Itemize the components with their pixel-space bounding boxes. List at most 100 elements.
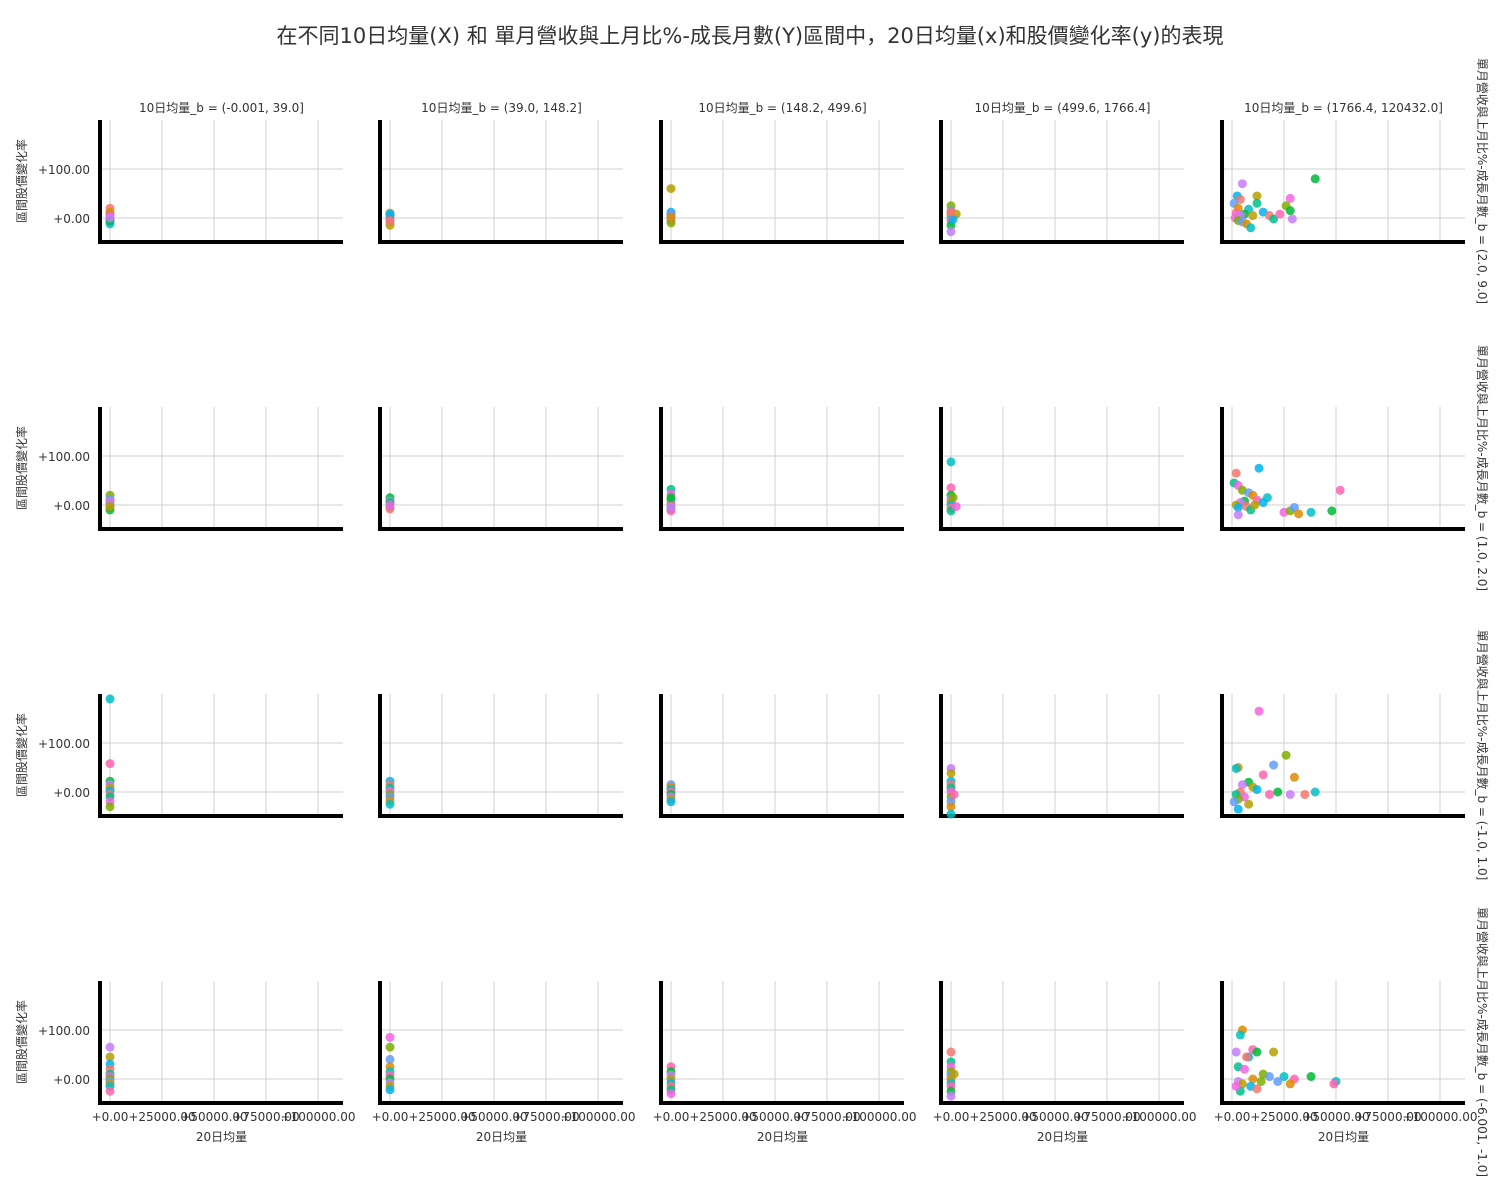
x-axis-label: 20日均量 — [196, 1130, 247, 1144]
column-label: 10日均量_b = (-0.001, 39.0] — [139, 101, 304, 115]
data-point — [105, 501, 115, 511]
data-point — [1285, 789, 1295, 799]
data-point — [1239, 1064, 1249, 1074]
x-tick-label: +25000.00 — [1250, 1110, 1317, 1124]
data-point — [1273, 787, 1283, 797]
y-tick-label: +100.00 — [38, 1024, 90, 1038]
data-point — [1231, 1081, 1241, 1091]
data-point — [1235, 1030, 1245, 1040]
data-point — [946, 1091, 956, 1101]
data-point — [1237, 780, 1247, 790]
x-tick-label: +100000.00 — [842, 1110, 917, 1124]
data-point — [385, 1042, 395, 1052]
data-point — [1252, 191, 1262, 201]
data-point — [1252, 1047, 1262, 1057]
data-point — [666, 1089, 676, 1099]
data-point — [105, 1086, 115, 1096]
data-point — [946, 768, 956, 778]
data-point — [949, 789, 959, 799]
data-point — [1229, 797, 1239, 807]
data-point — [946, 227, 956, 237]
data-point — [385, 1054, 395, 1064]
data-point — [1252, 1084, 1262, 1094]
x-tick-label: +0.00 — [933, 1110, 970, 1124]
x-tick-label: +75000.00 — [232, 1110, 299, 1124]
data-point — [1287, 214, 1297, 224]
x-tick-label: +50000.00 — [180, 1110, 247, 1124]
y-tick-label: +0.00 — [53, 212, 90, 226]
chart-title: 在不同10日均量(X) 和 單月營收與上月比%-成長月數(Y)區間中，20日均量… — [276, 24, 1224, 48]
y-axis-label: 區間股價變化率 — [14, 426, 29, 510]
x-axis-label: 20日均量 — [757, 1130, 808, 1144]
data-point — [948, 214, 958, 224]
x-tick-label: +25000.00 — [408, 1110, 475, 1124]
data-point — [1275, 209, 1285, 219]
data-point — [1289, 502, 1299, 512]
data-point — [1258, 498, 1268, 508]
x-tick-label: +25000.00 — [128, 1110, 195, 1124]
data-point — [1254, 463, 1264, 473]
data-point — [1231, 763, 1241, 773]
y-tick-label: +100.00 — [38, 163, 90, 177]
data-point — [1237, 179, 1247, 189]
data-point — [946, 1047, 956, 1057]
data-point — [1310, 787, 1320, 797]
data-point — [1306, 1072, 1316, 1082]
x-tick-label: +50000.00 — [741, 1110, 808, 1124]
x-tick-label: +25000.00 — [969, 1110, 1036, 1124]
x-tick-label: +50000.00 — [1302, 1110, 1369, 1124]
data-point — [105, 213, 115, 223]
x-tick-label: +100000.00 — [281, 1110, 356, 1124]
data-point — [949, 1069, 959, 1079]
data-point — [1269, 1047, 1279, 1057]
data-point — [105, 802, 115, 812]
data-point — [1254, 706, 1264, 716]
data-point — [1285, 206, 1295, 216]
data-point — [1269, 760, 1279, 770]
data-point — [385, 1085, 395, 1095]
x-tick-label: +0.00 — [372, 1110, 409, 1124]
data-point — [1264, 1072, 1274, 1082]
data-point — [385, 500, 395, 510]
y-tick-label: +0.00 — [53, 1073, 90, 1087]
x-tick-label: +50000.00 — [460, 1110, 527, 1124]
column-label: 10日均量_b = (148.2, 499.6] — [698, 101, 866, 115]
x-tick-label: +0.00 — [1214, 1110, 1251, 1124]
data-point — [946, 457, 956, 467]
data-point — [1233, 510, 1243, 520]
data-point — [666, 501, 676, 511]
data-point — [1231, 468, 1241, 478]
data-point — [1310, 174, 1320, 184]
data-point — [1244, 799, 1254, 809]
y-axis-label: 區間股價變化率 — [14, 1000, 29, 1084]
data-point — [1231, 1047, 1241, 1057]
x-tick-label: +100000.00 — [561, 1110, 636, 1124]
x-tick-label: +25000.00 — [689, 1110, 756, 1124]
x-tick-label: +100000.00 — [1403, 1110, 1478, 1124]
y-tick-label: +0.00 — [53, 499, 90, 513]
row-label: 單月營收與上月比%-成長月數_b = (2.0, 9.0] — [1475, 58, 1489, 304]
data-point — [1233, 804, 1243, 814]
x-tick-label: +0.00 — [92, 1110, 129, 1124]
data-point — [1250, 500, 1260, 510]
data-point — [105, 1042, 115, 1052]
data-point — [1273, 1076, 1283, 1086]
data-point — [1285, 1079, 1295, 1089]
data-point — [1289, 772, 1299, 782]
data-point — [105, 694, 115, 704]
data-point — [666, 797, 676, 807]
x-tick-label: +50000.00 — [1021, 1110, 1088, 1124]
x-tick-label: +75000.00 — [512, 1110, 579, 1124]
column-label: 10日均量_b = (39.0, 148.2] — [421, 101, 582, 115]
data-point — [946, 483, 956, 493]
y-tick-label: +100.00 — [38, 450, 90, 464]
data-point — [1329, 1079, 1339, 1089]
data-point — [385, 215, 395, 225]
data-point — [1279, 1072, 1289, 1082]
column-label: 10日均量_b = (1766.4, 120432.0] — [1244, 101, 1443, 115]
y-tick-label: +0.00 — [53, 786, 90, 800]
data-point — [1248, 211, 1258, 221]
x-tick-label: +75000.00 — [1073, 1110, 1140, 1124]
data-point — [105, 1052, 115, 1062]
row-label: 單月營收與上月比%-成長月數_b = (1.0, 2.0] — [1475, 345, 1489, 591]
